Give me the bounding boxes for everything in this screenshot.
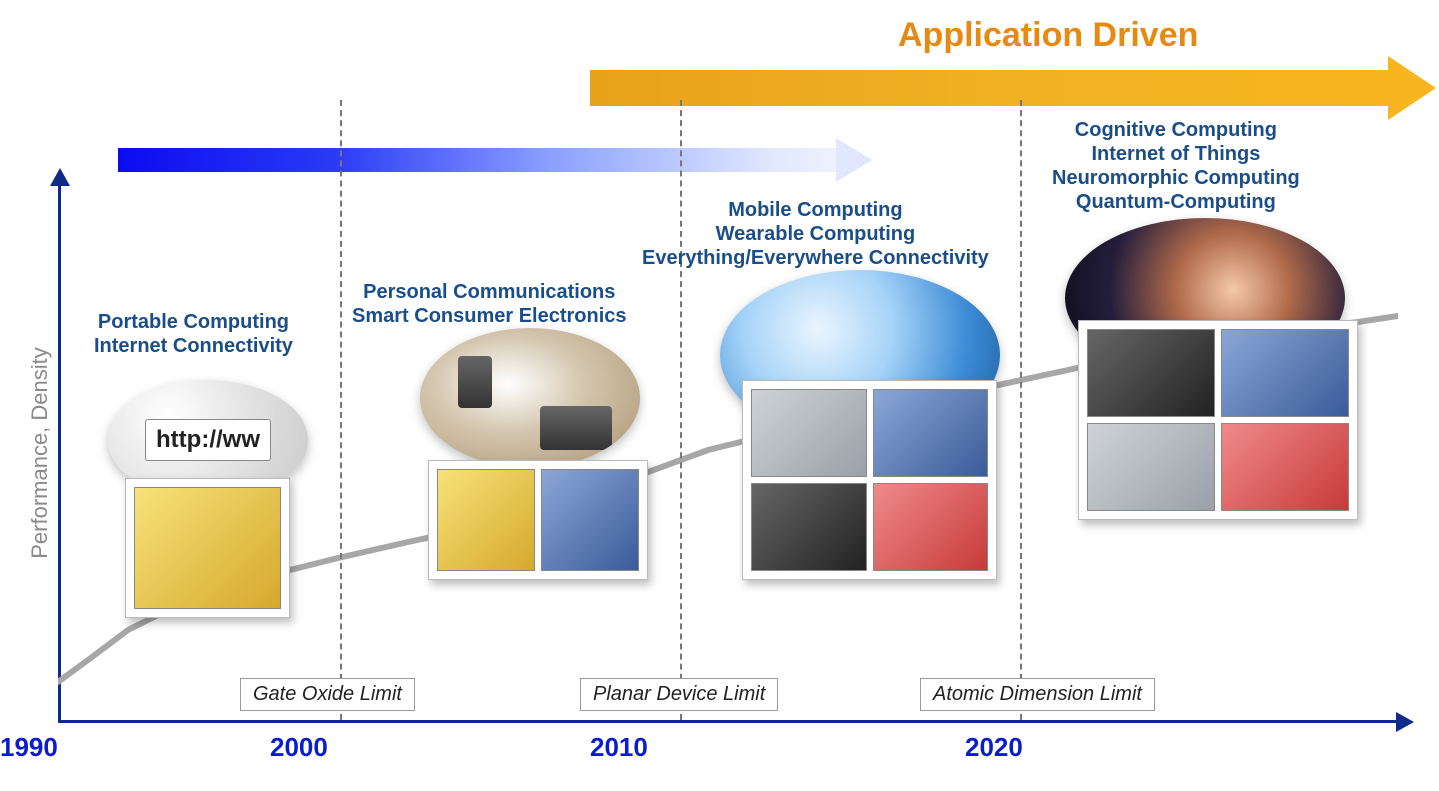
tech-tile [873, 389, 989, 477]
tech-tile [751, 483, 867, 571]
era-labels-e2010: Mobile ComputingWearable ComputingEveryt… [642, 198, 989, 270]
x-axis [58, 720, 1398, 723]
http-text: http://ww [145, 419, 271, 461]
limit-label: Gate Oxide Limit [240, 678, 415, 711]
tech-panel-e1990 [125, 478, 290, 618]
y-axis-arrow-icon [50, 168, 70, 186]
era-labels-e2000: Personal CommunicationsSmart Consumer El… [352, 280, 627, 328]
x-tick-label: 2010 [590, 732, 648, 763]
tech-panel-e2020 [1078, 320, 1358, 520]
application-arrow-head-icon [1388, 56, 1436, 120]
tech-panel-e2010 [742, 380, 997, 580]
x-tick-label: 1990 [0, 732, 58, 763]
limit-label: Atomic Dimension Limit [920, 678, 1155, 711]
x-axis-arrow-icon [1396, 712, 1414, 732]
application-driven-label: Application Driven [898, 16, 1198, 55]
tech-tile [751, 389, 867, 477]
y-axis-label: Performance, Density [27, 323, 53, 583]
application-arrow-bar [590, 70, 1390, 106]
tech-tile [437, 469, 535, 571]
tech-tile [1087, 423, 1215, 511]
x-tick-label: 2020 [965, 732, 1023, 763]
tech-tile [873, 483, 989, 571]
tech-tile [1221, 329, 1349, 417]
tech-tile [1221, 423, 1349, 511]
limit-divider [680, 100, 682, 720]
x-tick-label: 2000 [270, 732, 328, 763]
y-axis [58, 180, 61, 720]
tech-panel-e2000 [428, 460, 648, 580]
tech-tile [134, 487, 281, 609]
era-progress-arrow-head-icon [836, 138, 872, 182]
tech-tile [1087, 329, 1215, 417]
limit-divider [1020, 100, 1022, 720]
era-progress-arrow-bar [118, 148, 838, 172]
era-labels-e2020: Cognitive ComputingInternet of ThingsNeu… [1052, 118, 1300, 214]
tech-tile [541, 469, 639, 571]
era-labels-e1990: Portable ComputingInternet Connectivity [94, 310, 293, 358]
era-illustration-e2000 [420, 328, 640, 468]
limit-label: Planar Device Limit [580, 678, 778, 711]
timeline-diagram: Application Driven Performance, Density … [0, 0, 1439, 791]
limit-divider [340, 100, 342, 720]
